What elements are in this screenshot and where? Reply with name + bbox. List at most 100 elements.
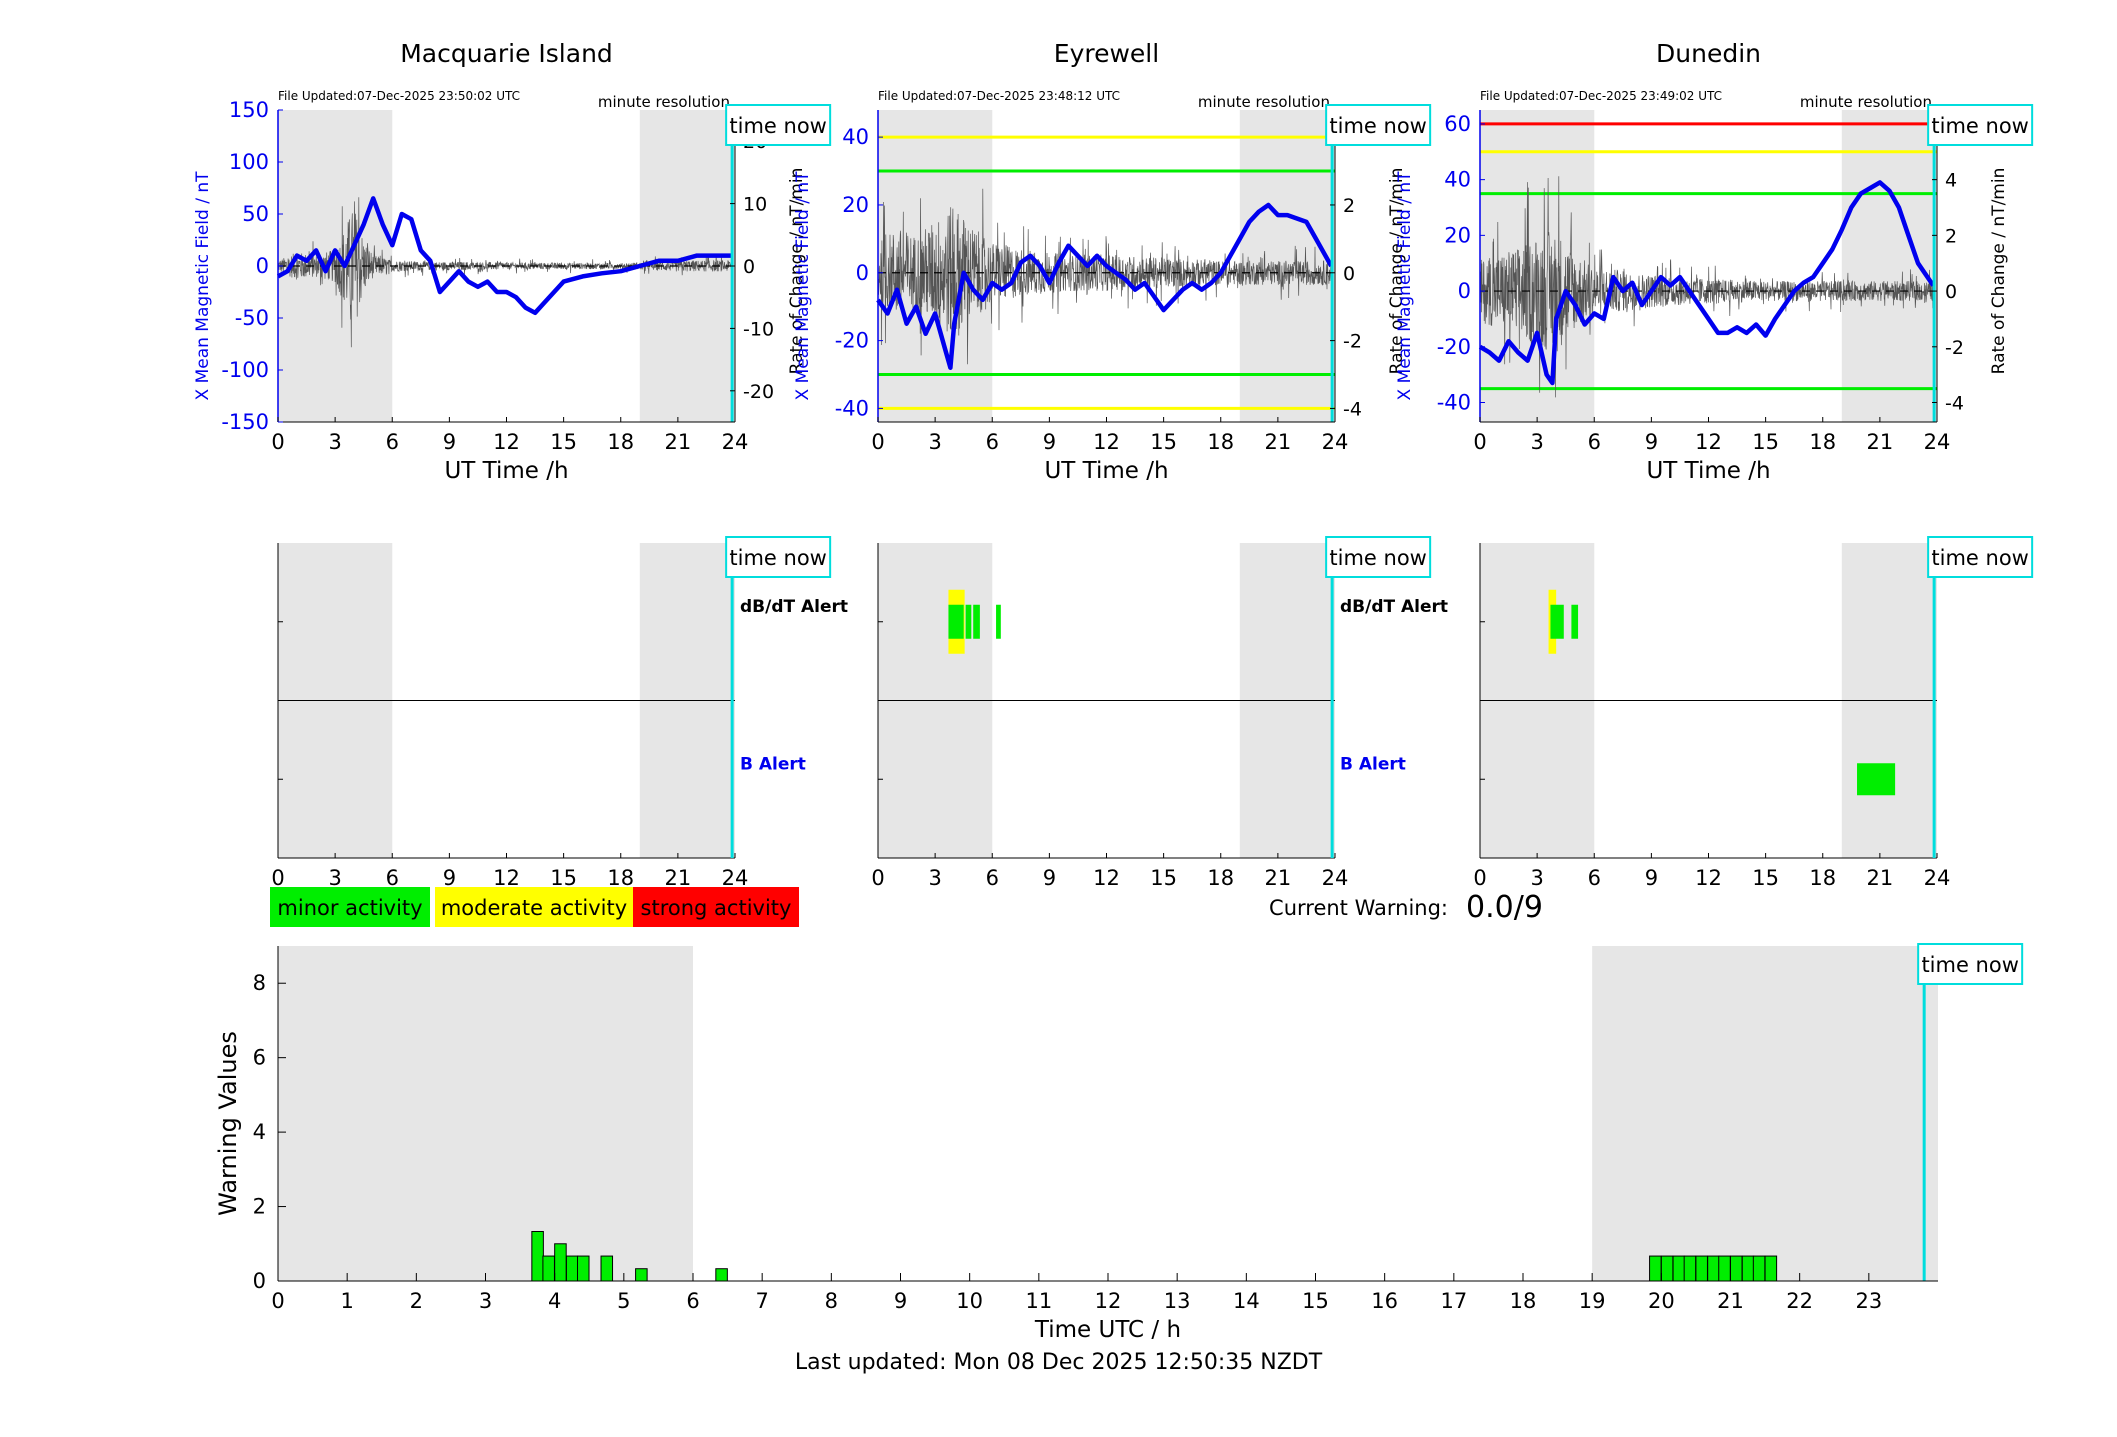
legend-moderate-label: moderate activity — [441, 896, 627, 920]
top-0-file-updated: File Updated:07-Dec-2025 23:50:02 UTC — [278, 89, 520, 103]
top-1-xtick-label: 0 — [871, 430, 884, 454]
alert-2-dbdt-event-2 — [1571, 604, 1579, 639]
top-2-mean-field-line — [1478, 180, 1936, 386]
warning-xtick-label: 3 — [479, 1289, 492, 1313]
warning-bar — [1730, 1255, 1743, 1282]
top-1-ytick-label: 0 — [856, 261, 869, 285]
top-2-ylabel-right: Rate of Change / nT/min — [1989, 168, 2009, 375]
top-0-mean-field-line — [276, 196, 732, 316]
alert-0-xtick-label: 9 — [443, 866, 456, 890]
alert-0-dbdt-alert-label: dB/dT Alert — [740, 597, 848, 617]
top-1-time-now-label: time now — [1329, 114, 1426, 138]
top-2-xtick-label: 6 — [1588, 430, 1601, 454]
warning-time-now-box — [1917, 943, 2024, 985]
top-0-ytick-label: 100 — [229, 150, 269, 174]
alert-1-b-alert-label: B Alert — [1340, 754, 1406, 774]
warning-xtick-label: 10 — [956, 1289, 983, 1313]
top-1-ytick-label: -40 — [835, 396, 869, 420]
top-2-chart: Dunedin File Updated:07-Dec-2025 23:49:02… — [1395, 39, 2034, 484]
top-0-ytick-label: 50 — [242, 202, 269, 226]
alert-1-dbdt-event-2 — [965, 604, 972, 639]
top-2-title: Dunedin — [1656, 39, 1761, 68]
top-2-xtick-label: 3 — [1530, 430, 1543, 454]
warning-xtick-label: 12 — [1095, 1289, 1122, 1313]
alert-0-xtick-label: 0 — [271, 866, 284, 890]
legend-moderate-swatch — [435, 887, 633, 927]
alert-0-xtick-label: 3 — [328, 866, 341, 890]
top-0-xtick-label: 12 — [493, 430, 520, 454]
warning-bar — [1764, 1255, 1778, 1282]
top-0-rate-trace — [277, 197, 733, 348]
alert-1-chart: 0 3 6 9 12 15 18 21 24 dB/dT Alert B Alert time now — [871, 536, 1448, 890]
top-2-xtick-label: 24 — [1924, 430, 1951, 454]
top-1-ytick-right-label: 2 — [1343, 195, 1355, 217]
alert-2-xtick-label: 21 — [1867, 866, 1894, 890]
warning-xtick-label: 15 — [1302, 1289, 1329, 1313]
top-2-xtick-label: 18 — [1809, 430, 1836, 454]
warning-xtick-label: 14 — [1233, 1289, 1260, 1313]
warning-bar — [635, 1268, 648, 1282]
alert-1-xtick-label: 9 — [1043, 866, 1056, 890]
top-2-ytick-right-label: -2 — [1945, 337, 1964, 359]
top-0-xtick-label: 9 — [443, 430, 456, 454]
warning-xtick-label: 20 — [1648, 1289, 1675, 1313]
warning-bar — [565, 1255, 579, 1282]
alert-0-b-alert-label: B Alert — [740, 754, 806, 774]
warning-bar — [542, 1255, 555, 1282]
alert-2-xtick-label: 9 — [1645, 866, 1658, 890]
warning-xtick-label: 19 — [1579, 1289, 1606, 1313]
top-1-ytick-right-label: 0 — [1343, 263, 1355, 285]
warning-bar — [1683, 1255, 1697, 1282]
warning-xtick-label: 4 — [548, 1289, 561, 1313]
warning-xlabel: Time UTC / h — [1034, 1317, 1181, 1343]
last-updated-text: Last updated: Mon 08 Dec 2025 12:50:35 N… — [794, 1350, 1323, 1375]
warning-bar — [1707, 1255, 1720, 1282]
top-2-resolution: minute resolution — [1800, 93, 1932, 111]
top-0-ylabel-right: Rate of Change / nT/min — [787, 168, 807, 375]
alert-1-time-now-box — [1325, 536, 1432, 578]
top-1-ytick-label: -20 — [835, 329, 869, 353]
alert-2-xtick-label: 3 — [1530, 866, 1543, 890]
alert-0-xtick-label: 12 — [493, 866, 520, 890]
top-1-mean-field-line — [876, 202, 1334, 370]
current-warning-value: 0.0/9 — [1466, 890, 1543, 925]
top-2-xlabel: UT Time /h — [1646, 458, 1770, 484]
warning-xtick-label: 23 — [1855, 1289, 1882, 1313]
alert-0-xtick-label: 18 — [607, 866, 634, 890]
alert-0-chart: 0 3 6 9 12 15 18 21 24 dB/dT Alert B Alert time now — [271, 536, 848, 890]
top-0-xtick-label: 3 — [328, 430, 341, 454]
alert-1-dbdt-event-4 — [996, 604, 1001, 639]
warning-ytick-label: 8 — [253, 971, 266, 995]
top-0-chart: Macquarie Island File Updated:07-Dec-2025… — [193, 39, 832, 484]
top-1-resolution: minute resolution — [1198, 93, 1330, 111]
top-1-title: Eyrewell — [1054, 39, 1159, 68]
alert-2-xtick-label: 0 — [1473, 866, 1486, 890]
legend-strong-swatch — [633, 887, 799, 927]
top-1-xtick-label: 21 — [1265, 430, 1292, 454]
warning-xtick-label: 17 — [1440, 1289, 1467, 1313]
alert-1-dbdt-event-1 — [948, 604, 964, 639]
top-2-ytick-right-label: 2 — [1945, 225, 1957, 247]
warning-xtick-label: 0 — [271, 1289, 284, 1313]
alert-2-dbdt-event-1 — [1550, 604, 1564, 639]
top-2-ylabel: X Mean Magnetic Field / nT — [1395, 171, 1415, 401]
top-0-xtick-label: 24 — [722, 430, 749, 454]
top-0-xtick-label: 0 — [271, 430, 284, 454]
top-0-xtick-label: 15 — [550, 430, 577, 454]
top-0-ytick-label: 0 — [256, 254, 269, 278]
top-0-ylabel: X Mean Magnetic Field / nT — [193, 171, 213, 401]
top-1-xtick-label: 24 — [1322, 430, 1349, 454]
top-1-chart: Eyrewell File Updated:07-Dec-2025 23:48:1… — [793, 39, 1432, 484]
alert-1-xtick-label: 6 — [986, 866, 999, 890]
top-0-time-now-label: time now — [729, 114, 826, 138]
top-1-ytick-right-label: -2 — [1343, 331, 1362, 353]
warning-ytick-label: 6 — [253, 1046, 266, 1070]
top-0-xtick-label: 21 — [665, 430, 692, 454]
warning-bar — [600, 1255, 614, 1282]
warning-bar — [554, 1243, 567, 1282]
warning-ytick-label: 4 — [253, 1120, 266, 1144]
alert-2-xtick-label: 18 — [1809, 866, 1836, 890]
legend-minor-label: minor activity — [277, 896, 422, 920]
warning-night-shade-1 — [1592, 946, 1938, 1281]
warning-bar — [1695, 1255, 1708, 1282]
